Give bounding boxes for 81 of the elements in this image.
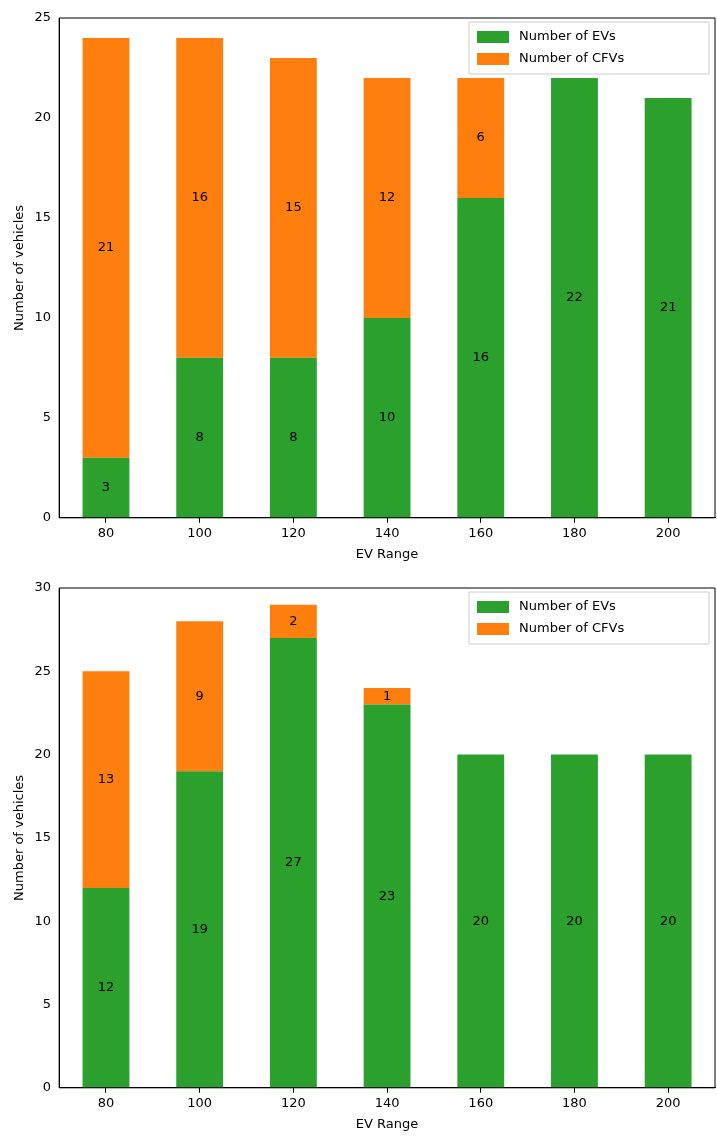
bar	[269, 357, 317, 518]
bar	[82, 671, 130, 888]
x-axis-title: EV Range	[355, 1115, 419, 1131]
y-tick-label: 0	[42, 509, 52, 525]
bar	[82, 457, 130, 518]
y-tick-label: 10	[34, 912, 52, 928]
data-label: 23	[378, 887, 396, 903]
bar	[363, 704, 411, 1088]
y-tick-label: 15	[34, 829, 52, 845]
bar	[176, 357, 224, 518]
y-tick-label: 0	[42, 1079, 52, 1095]
x-tick-label: 100	[187, 1094, 213, 1110]
data-label: 16	[472, 349, 490, 365]
legend-label: Number of CFVs	[519, 620, 625, 636]
y-tick-label: 10	[34, 309, 52, 325]
data-label: 8	[195, 429, 204, 445]
y-tick-label: 20	[34, 745, 52, 761]
data-label: 16	[191, 189, 208, 205]
data-label: 20	[472, 912, 490, 928]
bar	[269, 637, 317, 1088]
bar	[363, 687, 411, 705]
x-tick-label: 120	[280, 524, 306, 540]
bar	[457, 754, 505, 1088]
y-axis-title: Number of vehicles	[11, 774, 27, 901]
data-label: 9	[195, 687, 204, 703]
y-tick-label: 25	[34, 9, 52, 25]
bar	[176, 621, 224, 772]
data-label: 22	[566, 289, 583, 305]
legend-label: Number of CFVs	[519, 50, 625, 66]
data-label: 8	[289, 429, 298, 445]
data-label: 3	[101, 479, 111, 495]
bar	[457, 197, 505, 518]
x-tick-label: 120	[280, 1094, 306, 1110]
x-tick-label: 160	[468, 1094, 494, 1110]
x-tick-label: 180	[562, 524, 587, 540]
x-tick-label: 200	[655, 1094, 681, 1110]
data-label: 13	[97, 770, 115, 786]
x-axis-title: EV Range	[355, 545, 419, 561]
x-tick-label: 80	[97, 1094, 115, 1110]
bar	[644, 754, 692, 1088]
bar	[363, 317, 411, 518]
data-label: 20	[659, 912, 677, 928]
y-tick-label: 20	[34, 109, 52, 125]
y-tick-label: 25	[34, 662, 52, 678]
bar	[82, 37, 130, 458]
y-axis-title: Number of vehicles	[11, 204, 27, 331]
legend-label: Number of EVs	[519, 28, 617, 44]
x-tick-label: 100	[187, 524, 213, 540]
data-label: 10	[378, 409, 396, 425]
y-tick-label: 30	[34, 579, 52, 595]
bar	[176, 37, 224, 358]
x-tick-label: 160	[468, 524, 494, 540]
y-tick-label: 5	[42, 409, 52, 425]
data-label: 21	[659, 299, 677, 315]
bar	[269, 604, 317, 638]
x-tick-label: 140	[374, 524, 400, 540]
x-tick-label: 80	[97, 524, 115, 540]
x-tick-label: 180	[562, 1094, 587, 1110]
data-label: 6	[476, 129, 485, 145]
data-label: 21	[97, 239, 115, 255]
data-label: 2	[289, 612, 298, 628]
data-label: 27	[285, 854, 302, 870]
x-tick-label: 140	[374, 1094, 400, 1110]
bar	[176, 771, 224, 1088]
y-tick-label: 15	[34, 209, 52, 225]
bar	[644, 97, 692, 518]
data-label: 20	[566, 912, 583, 928]
bar	[82, 887, 130, 1088]
data-label: 12	[97, 979, 115, 995]
data-label: 15	[285, 199, 302, 215]
bar	[457, 77, 505, 198]
legend-label: Number of EVs	[519, 598, 617, 614]
data-label: 12	[378, 189, 396, 205]
bar	[269, 57, 317, 358]
data-label: 1	[382, 687, 392, 703]
y-tick-label: 5	[42, 995, 52, 1011]
bar	[551, 754, 598, 1088]
x-tick-label: 200	[655, 524, 681, 540]
bar	[363, 77, 411, 318]
bar	[551, 77, 598, 518]
data-label: 19	[191, 920, 208, 936]
